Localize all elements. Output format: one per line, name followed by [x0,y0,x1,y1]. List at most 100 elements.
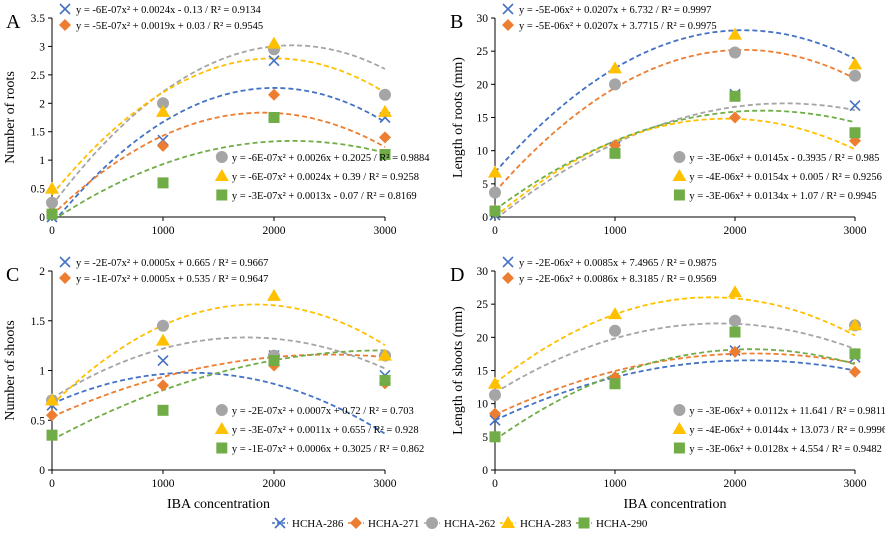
trendline-hcha-271 [51,111,386,216]
marker-3 [379,131,391,144]
legend-item: HCHA-283 [500,516,572,530]
trendline-hcha-271 [494,49,856,193]
panel-b: B 0 5 10 15 20 25 30 0 1000 2000 3000 Length of root… [450,3,882,237]
trendline-hcha-262 [51,336,386,400]
legend-label: HCHA-283 [520,518,572,530]
x-tick-label: 3000 [844,225,867,237]
marker-key [214,169,229,181]
equation-label: y = -4E-06x² + 0.0154x + 0.005 / R² = 0.… [672,169,882,183]
legend-item: HCHA-286 [272,517,344,530]
y-tick-label: 30 [477,266,489,278]
trendline-hcha-283 [51,303,386,406]
marker-1 [609,324,621,337]
y-tick-label: 1.5 [31,316,46,328]
x-tick-label: 1000 [604,478,627,490]
marker-3 [378,104,392,117]
equation-text: y = -5E-06x² + 0.0207x + 6.732 / R² = 0.… [519,5,711,16]
equation-label: y = -5E-07x² + 0.0019x + 0.03 / R² = 0.9… [59,19,263,32]
marker-3 [379,88,391,101]
marker-key [215,404,228,416]
x-tick-label: 2000 [724,478,747,490]
marker-3 [849,69,861,82]
marker-key [502,256,514,268]
equation-text: y = -2E-06x² + 0.0086x + 8.3185 / R² = 0… [519,274,717,285]
panel-letter: B [450,11,463,33]
equation-label: y = -1E-07x² + 0.0005x + 0.535 / R² = 0.… [59,272,268,285]
marker-legend [578,517,590,529]
equation-text: y = -6E-07x² + 0.0026x + 0.2025 / R² = 0… [232,153,430,164]
y-tick-label: 0 [482,465,488,477]
y-tick-label: 2.5 [31,70,46,82]
marker-2 [268,88,280,101]
equation-text: y = -5E-07x² + 0.0019x + 0.03 / R² = 0.9… [76,21,263,32]
y-tick-label: 25 [477,299,489,311]
marker-3 [848,318,862,331]
series-hcha-262 [46,43,391,209]
y-tick-label: 1 [39,366,45,378]
x-tick-label: 1000 [152,225,175,237]
marker-2 [729,111,741,124]
marker-key [502,272,514,284]
equation-label: y = -3E-06x² + 0.0128x + 4.554 / R² = 0.… [673,442,882,455]
y-tick-label: 10 [477,399,489,411]
marker-1 [609,147,621,159]
equation-label: y = -1E-07x² + 0.0006x + 0.3025 / R² = 0… [216,442,424,455]
marker-key [672,169,687,181]
series-hcha-262 [489,314,861,402]
equation-label: y = -3E-06x² + 0.0112x + 11.641 / R² = 0… [673,404,885,417]
equation-text: y = -3E-06x² + 0.0128x + 4.554 / R² = 0.… [689,444,881,455]
x-tick-label: 3000 [374,478,397,490]
trendline-hcha-283 [494,296,856,385]
marker-3 [379,148,391,160]
trendline-hcha-286 [494,359,856,422]
y-tick-label: 1 [39,155,45,167]
equation-label: y = -4E-06x² + 0.0144x + 13.073 / R² = 0… [672,422,885,436]
equation-text: y = -3E-06x² + 0.0145x - 0.3935 / R² = 0… [689,153,879,164]
panel-c: C 0 0.5 1 1.5 2 0 1000 2000 3000 Number of shoots I… [3,256,424,512]
y-tick-label: 0.5 [31,184,46,196]
marker-1 [608,307,622,320]
series-hcha-283 [488,285,862,389]
trendline-hcha-283 [494,117,856,218]
trendline-hcha-283 [51,57,386,196]
equation-text: y = -2E-06x² + 0.0085x + 7.4965 / R² = 0… [519,258,717,269]
y-tick-label: 2 [39,266,45,278]
marker-3 [849,365,861,378]
y-tick-label: 0 [39,465,45,477]
trendline-hcha-290 [494,109,856,211]
legend-item: HCHA-290 [576,517,648,530]
panel-a: A 0 0.5 1 1.5 2 2.5 3 3.5 0 1000 2000 3000 Number of … [3,3,430,237]
marker-0 [46,409,58,422]
x-axis-title: IBA concentration [167,497,270,512]
trendline-hcha-262 [494,102,856,218]
equation-text: y = -5E-06x² + 0.0207x + 3.7715 / R² = 0… [519,21,717,32]
panel-letter: C [6,264,19,286]
marker-2 [729,46,741,59]
equation-text: y = -2E-07x² + 0.0005x + 0.665 / R² = 0.… [76,258,268,269]
trendline-hcha-290 [51,349,385,441]
y-tick-label: 0 [482,212,488,224]
marker-legend [501,516,515,528]
marker-0 [489,389,501,402]
marker-2 [728,285,742,298]
equation-label: y = -3E-07x² + 0.0013x - 0.07 / R² = 0.8… [216,189,417,202]
equation-text: y = -3E-07x² + 0.0013x - 0.07 / R² = 0.8… [232,191,417,202]
trendline-hcha-290 [494,348,856,441]
y-tick-label: 2 [39,98,45,110]
trendline-hcha-262 [494,322,856,394]
marker-key [673,189,685,201]
y-tick-label: 5 [482,179,488,191]
marker-0 [489,414,501,426]
marker-3 [849,348,861,360]
y-axis-title: Length of roots (mm) [451,57,466,178]
y-tick-label: 30 [477,13,489,25]
x-tick-label: 3000 [374,225,397,237]
marker-key [59,272,71,284]
equation-label: y = -2E-06x² + 0.0085x + 7.4965 / R² = 0… [502,256,717,269]
y-axis-title: Number of roots [3,71,18,164]
marker-1 [156,104,170,117]
marker-1 [157,139,169,152]
series-hcha-290 [46,355,391,441]
marker-2 [267,36,281,49]
marker-key [502,19,514,31]
